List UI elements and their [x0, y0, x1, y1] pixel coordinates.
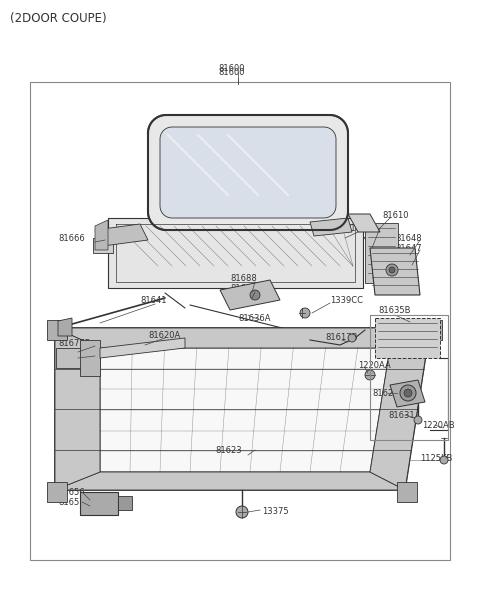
Text: 81656: 81656 [58, 487, 84, 496]
Text: 81636A: 81636A [238, 314, 271, 322]
Text: 81648: 81648 [395, 233, 421, 243]
Text: 81657: 81657 [58, 497, 84, 506]
Polygon shape [148, 115, 348, 230]
Polygon shape [390, 380, 425, 407]
Circle shape [389, 267, 395, 273]
Polygon shape [30, 82, 450, 560]
Polygon shape [55, 328, 430, 348]
Polygon shape [47, 320, 67, 340]
Polygon shape [348, 214, 380, 232]
Circle shape [386, 264, 398, 276]
Polygon shape [58, 318, 72, 336]
Text: 81617B: 81617B [325, 333, 358, 342]
Text: 81623: 81623 [215, 446, 241, 455]
Polygon shape [397, 482, 417, 502]
Polygon shape [310, 218, 352, 236]
Polygon shape [220, 280, 280, 310]
Polygon shape [80, 492, 118, 515]
Polygon shape [95, 220, 108, 250]
Text: 81688: 81688 [230, 274, 257, 283]
Polygon shape [100, 338, 185, 358]
Text: 81641: 81641 [140, 296, 167, 305]
Polygon shape [55, 328, 430, 490]
Polygon shape [93, 238, 113, 253]
Polygon shape [95, 224, 148, 246]
Polygon shape [365, 223, 398, 283]
Polygon shape [370, 328, 430, 490]
Text: 81666: 81666 [58, 233, 85, 243]
Text: 81647: 81647 [395, 243, 421, 252]
Circle shape [414, 416, 422, 424]
Circle shape [300, 308, 310, 318]
Polygon shape [56, 348, 100, 368]
Text: 1125KB: 1125KB [420, 453, 452, 462]
Text: 81635B: 81635B [378, 305, 410, 315]
Text: 13375: 13375 [262, 508, 288, 516]
Polygon shape [160, 127, 336, 218]
Text: 81687: 81687 [230, 283, 257, 293]
Polygon shape [108, 218, 363, 288]
Circle shape [236, 506, 248, 518]
Circle shape [400, 385, 416, 401]
Circle shape [440, 456, 448, 464]
Text: 1339CC: 1339CC [330, 296, 363, 305]
Text: 81610: 81610 [382, 211, 408, 220]
Polygon shape [55, 328, 100, 490]
Text: 1220AA: 1220AA [358, 361, 391, 369]
Polygon shape [370, 248, 420, 295]
Text: 81600: 81600 [218, 67, 244, 77]
Circle shape [250, 290, 260, 300]
Text: 81600: 81600 [218, 64, 244, 73]
Polygon shape [422, 320, 442, 340]
Circle shape [348, 334, 356, 342]
Text: 1220AB: 1220AB [422, 421, 455, 430]
Text: 81677G: 81677G [58, 349, 91, 358]
Text: 81622B: 81622B [372, 389, 404, 397]
Polygon shape [80, 340, 100, 376]
Polygon shape [55, 472, 405, 490]
Circle shape [365, 370, 375, 380]
Polygon shape [47, 482, 67, 502]
Text: 81613: 81613 [345, 224, 372, 233]
Text: 81677F: 81677F [58, 339, 90, 347]
Text: (2DOOR COUPE): (2DOOR COUPE) [10, 11, 107, 24]
Circle shape [404, 389, 412, 397]
Text: 81631: 81631 [388, 411, 415, 419]
Polygon shape [100, 348, 390, 472]
Text: 81620A: 81620A [148, 330, 180, 340]
Polygon shape [118, 496, 132, 510]
Polygon shape [375, 318, 440, 358]
